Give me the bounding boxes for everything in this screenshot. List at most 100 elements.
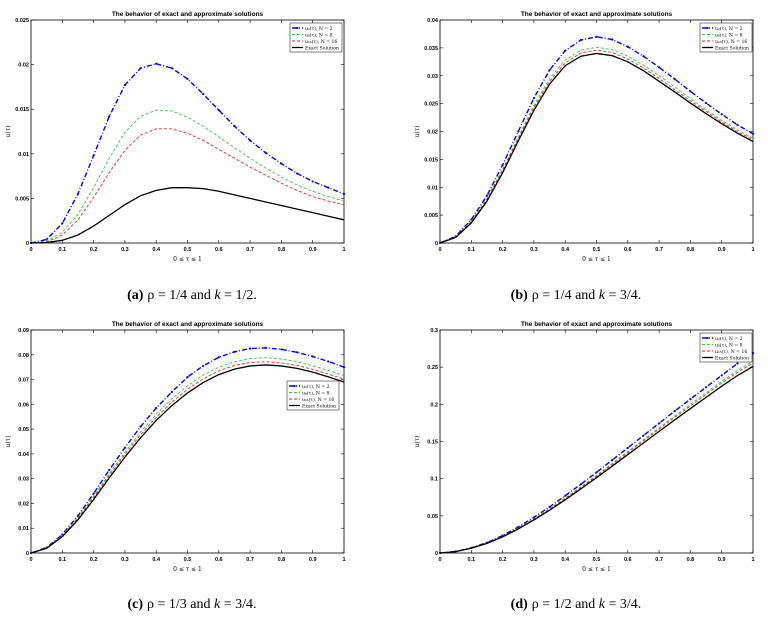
chart-c-series-0-point xyxy=(170,390,173,394)
chart-a-xtick-label: 1 xyxy=(342,247,345,253)
chart-a-series-0-point xyxy=(155,62,158,65)
caption-d-k: k xyxy=(598,597,606,612)
chart-a-series-0-point xyxy=(264,151,267,155)
chart-a-xtick-label: 0.6 xyxy=(215,247,223,253)
chart-a-xtick-label: 0 xyxy=(29,247,32,253)
chart-d-legend-label-1: u₈(τ), N = 8 xyxy=(715,341,743,348)
chart-d-xtick-label: 0.5 xyxy=(593,557,601,563)
chart-d-series-0-point xyxy=(626,446,629,449)
chart-c-series-0-point xyxy=(233,350,236,353)
chart-b-series-1 xyxy=(439,46,754,244)
chart-b-ytick-label: 0.025 xyxy=(424,102,438,108)
chart-c-xtick-label: 0.6 xyxy=(215,557,223,563)
caption-d: (d) ρ = 1/2 and k = 3/4. xyxy=(384,597,768,613)
chart-a-xtick-label: 0.2 xyxy=(90,247,98,253)
chart-a-ytick-label: 0 xyxy=(26,241,29,247)
chart-b-series-0-point xyxy=(673,77,676,81)
chart-c-legend-label-0: u₂(τ), N = 2 xyxy=(302,383,330,390)
chart-d-legend-marker-0 xyxy=(706,336,709,340)
chart-d-ytick-label: 0.15 xyxy=(427,440,438,446)
chart-c-xtick-label: 0.1 xyxy=(58,557,66,563)
chart-b-ytick-label: 0.005 xyxy=(424,213,438,219)
chart-c-series-0-point xyxy=(108,468,111,472)
chart-c-ytick-label: 0 xyxy=(26,551,29,557)
chart-c-xtick-label: 0.7 xyxy=(246,557,254,563)
chart-b-title: The behavior of exact and approximate so… xyxy=(521,11,673,18)
chart-d-series-0-point xyxy=(579,483,582,486)
chart-a-xtick-label: 0.1 xyxy=(58,247,66,253)
chart-a-xtick-label: 0.4 xyxy=(152,247,161,253)
caption-d-text-pre: ρ = 1/2 and xyxy=(531,597,599,612)
chart-a-xtick-label: 0.5 xyxy=(184,247,192,253)
chart-d-ytick-label: 0.25 xyxy=(427,365,438,371)
chart-c-series-0-point xyxy=(202,364,205,368)
chart-d-series-0-point xyxy=(564,494,567,497)
chart-b-series-0-point xyxy=(611,38,614,41)
chart-d-series-0-point xyxy=(689,398,692,401)
chart-a-ylabel: u(τ) xyxy=(5,126,12,138)
chart-c-series-0-point xyxy=(123,446,126,449)
caption-b-text-pre: ρ = 1/4 and xyxy=(531,288,599,303)
chart-b-ytick-label: 0.015 xyxy=(424,157,438,163)
caption-c-text-post: = 3/4. xyxy=(220,597,257,612)
chart-b: The behavior of exact and approximate so… xyxy=(414,11,755,263)
chart-b-xtick-label: 0.8 xyxy=(687,247,695,253)
caption-b-label: (b) xyxy=(510,288,528,303)
chart-a-series-0-point xyxy=(45,238,48,241)
chart-b-series-2 xyxy=(439,49,754,244)
chart-b-legend-label-2: u₁₆(τ), N = 16 xyxy=(715,38,747,45)
caption-a: (a) ρ = 1/4 and k = 1/2. xyxy=(0,288,384,304)
chart-c-xtick-label: 1 xyxy=(342,557,345,563)
chart-d-series-2 xyxy=(439,362,754,554)
chart-d-xtick-label: 0.1 xyxy=(467,557,475,563)
caption-c-text-pre: ρ = 1/3 and xyxy=(147,597,215,612)
chart-a-ytick-label: 0.02 xyxy=(18,63,29,69)
chart-d-xtick-label: 1 xyxy=(751,557,754,563)
chart-a-series-0-point xyxy=(76,192,80,196)
chart-c-series-0-point xyxy=(295,351,299,354)
chart-d-xtick-label: 0.7 xyxy=(655,557,663,563)
chart-d-xtick-label: 0.8 xyxy=(687,557,695,563)
chart-d-series-0-point xyxy=(611,458,614,462)
chart-c-xtick-label: 0.3 xyxy=(121,557,129,563)
chart-b-series-0-point xyxy=(532,96,536,100)
chart-b-ytick-label: 0.04 xyxy=(427,18,439,24)
caption-c-label: (c) xyxy=(127,597,144,612)
chart-a-series-0-point xyxy=(139,67,142,70)
chart-c: The behavior of exact and approximate so… xyxy=(5,321,346,573)
chart-c-series-0-point xyxy=(139,425,142,428)
caption-d-label: (d) xyxy=(510,597,528,612)
chart-a-series-0-point xyxy=(108,115,111,118)
chart-b-series-3 xyxy=(439,52,754,244)
chart-c-ylabel: u(τ) xyxy=(5,436,12,448)
chart-c-ytick-label: 0.06 xyxy=(18,402,29,408)
chart-b-series-0-point xyxy=(642,55,645,58)
chart-c-series-0-point xyxy=(217,356,220,359)
chart-a-legend-label-1: u₈(τ), N = 8 xyxy=(305,31,333,38)
chart-b-series-0-point xyxy=(501,163,504,167)
chart-a-series-1 xyxy=(30,109,345,244)
chart-c-xtick-label: 0.4 xyxy=(152,557,161,563)
chart-a-series-3 xyxy=(30,187,345,244)
chart-c-series-0-point xyxy=(92,492,95,495)
chart-b-xtick-label: 1 xyxy=(751,247,754,253)
chart-c-series-0-point xyxy=(311,355,314,358)
chart-d-series-0 xyxy=(439,352,754,554)
chart-c-series-0-point xyxy=(280,348,283,351)
chart-b-xtick-label: 0.6 xyxy=(624,247,632,253)
chart-c-title: The behavior of exact and approximate so… xyxy=(112,321,264,328)
chart-d-ylabel: u(τ) xyxy=(414,436,421,448)
chart-c-xtick-label: 0.8 xyxy=(278,557,286,563)
caption-a-k: k xyxy=(214,288,221,303)
chart-c-legend-label-1: u₈(τ), N = 8 xyxy=(302,389,330,396)
chart-a-legend-marker-0 xyxy=(296,26,299,30)
chart-b-ytick-label: 0.03 xyxy=(427,74,438,80)
chart-c-ytick-label: 0.04 xyxy=(18,452,30,458)
chart-a-xtick-label: 0.9 xyxy=(309,247,317,253)
chart-a-series-0-point xyxy=(327,186,330,189)
chart-c-series-0-point xyxy=(249,347,252,350)
chart-a-xtick-label: 0.3 xyxy=(121,247,129,253)
chart-d-series-3 xyxy=(439,365,754,554)
